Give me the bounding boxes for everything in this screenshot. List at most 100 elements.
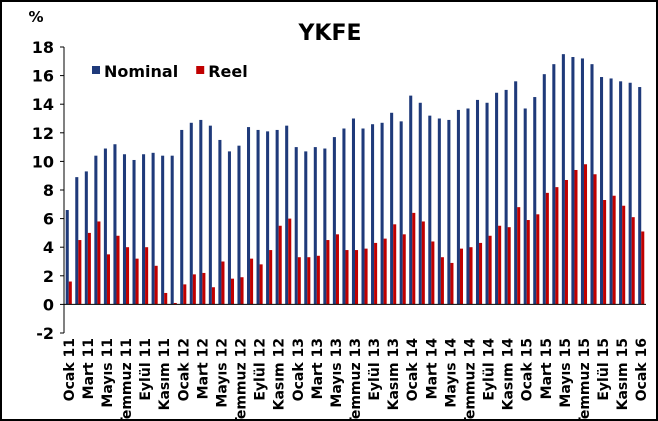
bar (555, 187, 559, 305)
x-tick-label: Kasım 13 (386, 338, 402, 410)
bar (256, 129, 260, 305)
bar (65, 210, 69, 305)
bar (161, 155, 165, 305)
bar (361, 128, 365, 305)
bar (151, 152, 155, 305)
x-tick-label: Mart 12 (195, 338, 211, 399)
bar (600, 77, 604, 305)
bar (316, 255, 320, 305)
bar (619, 81, 623, 305)
bar (135, 258, 139, 305)
x-tick-label: Kasım 15 (615, 338, 631, 410)
bar (536, 214, 540, 305)
bar (638, 87, 642, 305)
bar (345, 250, 349, 305)
bar (288, 218, 292, 305)
bar (250, 258, 254, 305)
bar (590, 64, 594, 305)
bar (103, 148, 107, 305)
bar (371, 124, 375, 305)
x-tick-label: Mayıs 11 (100, 338, 116, 408)
bar (466, 108, 470, 305)
bar (459, 248, 464, 305)
bar (173, 302, 177, 305)
bar (323, 148, 327, 305)
x-tick-label: Eylül 11 (138, 338, 154, 401)
chart-title: YKFE (297, 21, 361, 46)
bar (94, 155, 98, 305)
x-tick-label: Ocak 14 (405, 338, 421, 402)
bar (106, 254, 110, 305)
bar (307, 257, 311, 305)
bar (498, 225, 502, 305)
y-tick-label: 12 (32, 124, 54, 143)
x-tick-label: Temmuz 12 (234, 338, 250, 421)
bar (351, 118, 355, 305)
bar (533, 97, 537, 305)
y-tick-label: 10 (32, 152, 54, 171)
bar (526, 220, 530, 305)
bar (227, 151, 231, 305)
x-tick-label: Temmuz 14 (462, 338, 478, 421)
x-tick-label: Mart 15 (539, 338, 555, 399)
bar (170, 155, 174, 305)
bar (326, 240, 330, 305)
bar (342, 128, 346, 305)
bar (545, 192, 549, 305)
y-tick-label: 2 (43, 267, 54, 286)
bar (304, 151, 308, 305)
x-tick-label: Ocak 16 (634, 338, 650, 401)
bar (164, 292, 168, 305)
bar (399, 121, 403, 305)
bar (297, 257, 301, 305)
bar (183, 284, 187, 305)
bar (631, 217, 635, 305)
bar (421, 221, 425, 305)
bar (266, 131, 270, 305)
bar (313, 147, 317, 305)
bar (208, 125, 212, 305)
bar (418, 102, 422, 305)
bar (240, 277, 244, 305)
x-tick-label: Kasım 14 (501, 338, 517, 411)
bar (202, 272, 206, 305)
x-tick-label: Mart 13 (310, 338, 326, 399)
bar (561, 54, 565, 305)
bar (628, 82, 632, 305)
legend-label: Nominal (104, 62, 178, 81)
bar (564, 179, 568, 305)
bar (154, 265, 158, 305)
y-tick-label: 18 (32, 38, 54, 57)
bar (612, 195, 616, 305)
x-tick-label: Temmuz 15 (577, 338, 593, 421)
bar (571, 57, 575, 305)
bar (622, 205, 626, 305)
bar (409, 95, 413, 305)
bar (221, 261, 225, 305)
bar (192, 274, 196, 305)
bar (332, 137, 336, 305)
bar (641, 231, 645, 305)
x-tick-label: Mayıs 13 (329, 338, 345, 408)
x-tick-label: Ocak 12 (176, 338, 192, 401)
bar (456, 109, 460, 305)
bar (431, 241, 435, 305)
bar (68, 281, 72, 305)
bar (469, 247, 473, 305)
y-tick-label: 8 (43, 181, 54, 200)
bar (364, 248, 368, 305)
x-tick-label: Temmuz 13 (348, 338, 364, 421)
x-tick-label: Ocak 15 (520, 338, 536, 401)
legend-swatch (92, 66, 100, 74)
bar (428, 115, 432, 305)
bar (278, 225, 282, 305)
x-tick-label: Eylül 13 (367, 338, 383, 401)
bar (275, 129, 279, 305)
bar (479, 242, 483, 305)
bar (211, 287, 215, 305)
y-axis-label: % (28, 8, 43, 26)
x-tick-label: Mart 11 (81, 338, 97, 399)
x-tick-label: Ocak 13 (291, 338, 307, 401)
bar (218, 139, 222, 305)
